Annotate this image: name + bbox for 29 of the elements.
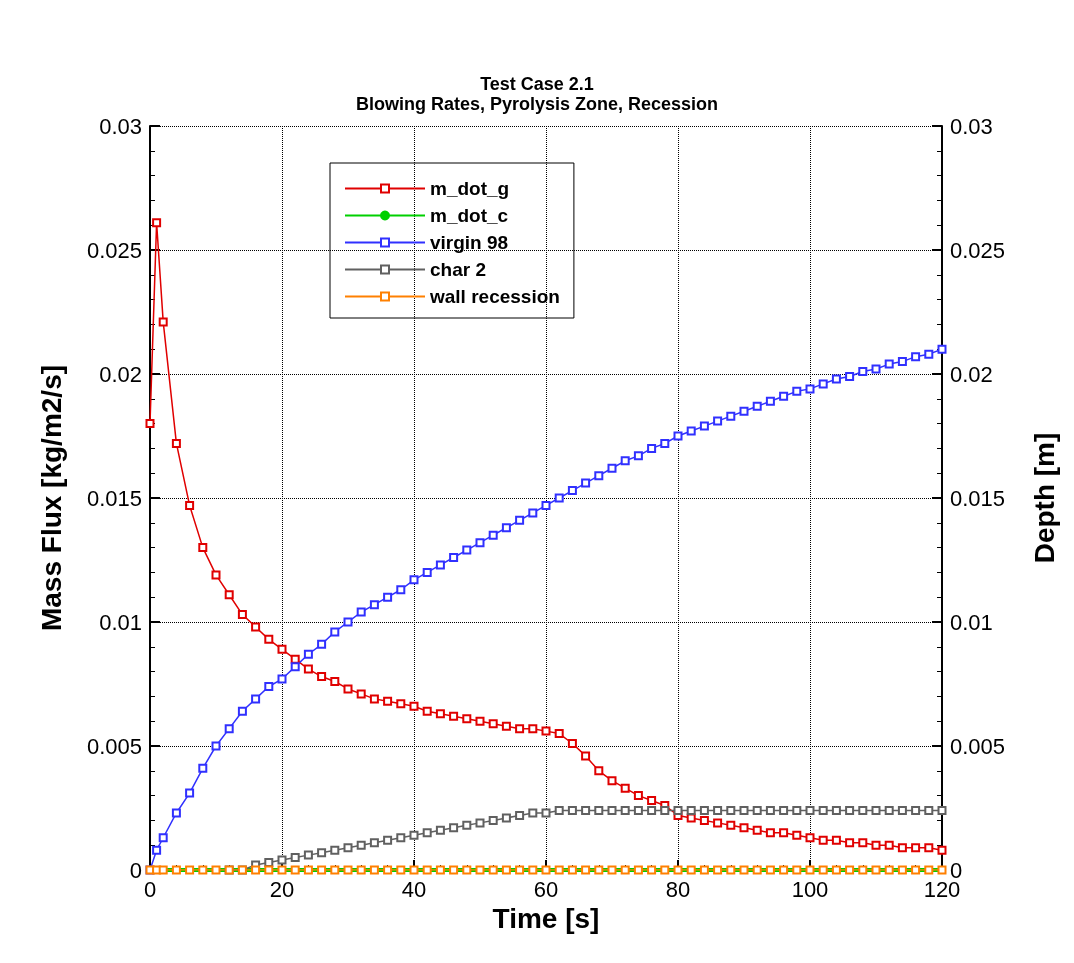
legend-label: m_dot_g bbox=[430, 178, 510, 199]
y-tick-label: 0.01 bbox=[99, 609, 142, 635]
y2-tick-label: 0.02 bbox=[950, 361, 993, 387]
y2-tick-label: 0.03 bbox=[950, 113, 993, 139]
x-axis-title: Time [s] bbox=[492, 903, 600, 935]
chart-subtitle: Blowing Rates, Pyrolysis Zone, Recession bbox=[355, 94, 719, 114]
y2-tick-label: 0 bbox=[950, 857, 963, 883]
x-tick-label: 80 bbox=[665, 876, 691, 902]
y-tick-label: 0.03 bbox=[99, 113, 142, 139]
x-tick-label: 20 bbox=[269, 876, 295, 902]
y-tick-label: 0.015 bbox=[86, 485, 142, 511]
y2-axis-title: Depth [m] bbox=[1028, 432, 1060, 564]
legend-label: char 2 bbox=[430, 259, 486, 280]
y2-tick-label: 0.01 bbox=[950, 609, 993, 635]
y-axis-title: Mass Flux [kg/m2/s] bbox=[35, 364, 67, 632]
y-tick-label: 0.025 bbox=[86, 237, 142, 263]
legend-label: wall recession bbox=[429, 286, 560, 307]
chart-title: Test Case 2.1 bbox=[480, 74, 594, 94]
y-tick-label: 0.005 bbox=[86, 733, 142, 759]
x-tick-label: 40 bbox=[401, 876, 427, 902]
legend-label: m_dot_c bbox=[430, 205, 509, 226]
y2-tick-label: 0.015 bbox=[950, 485, 1006, 511]
x-tick-label: 100 bbox=[791, 876, 829, 902]
legend-label: virgin 98 bbox=[430, 232, 509, 253]
y-tick-label: 0.02 bbox=[99, 361, 142, 387]
x-tick-label: 60 bbox=[533, 876, 559, 902]
y-tick-label: 0 bbox=[129, 857, 142, 883]
y2-tick-label: 0.005 bbox=[950, 733, 1006, 759]
y2-tick-label: 0.025 bbox=[950, 237, 1006, 263]
